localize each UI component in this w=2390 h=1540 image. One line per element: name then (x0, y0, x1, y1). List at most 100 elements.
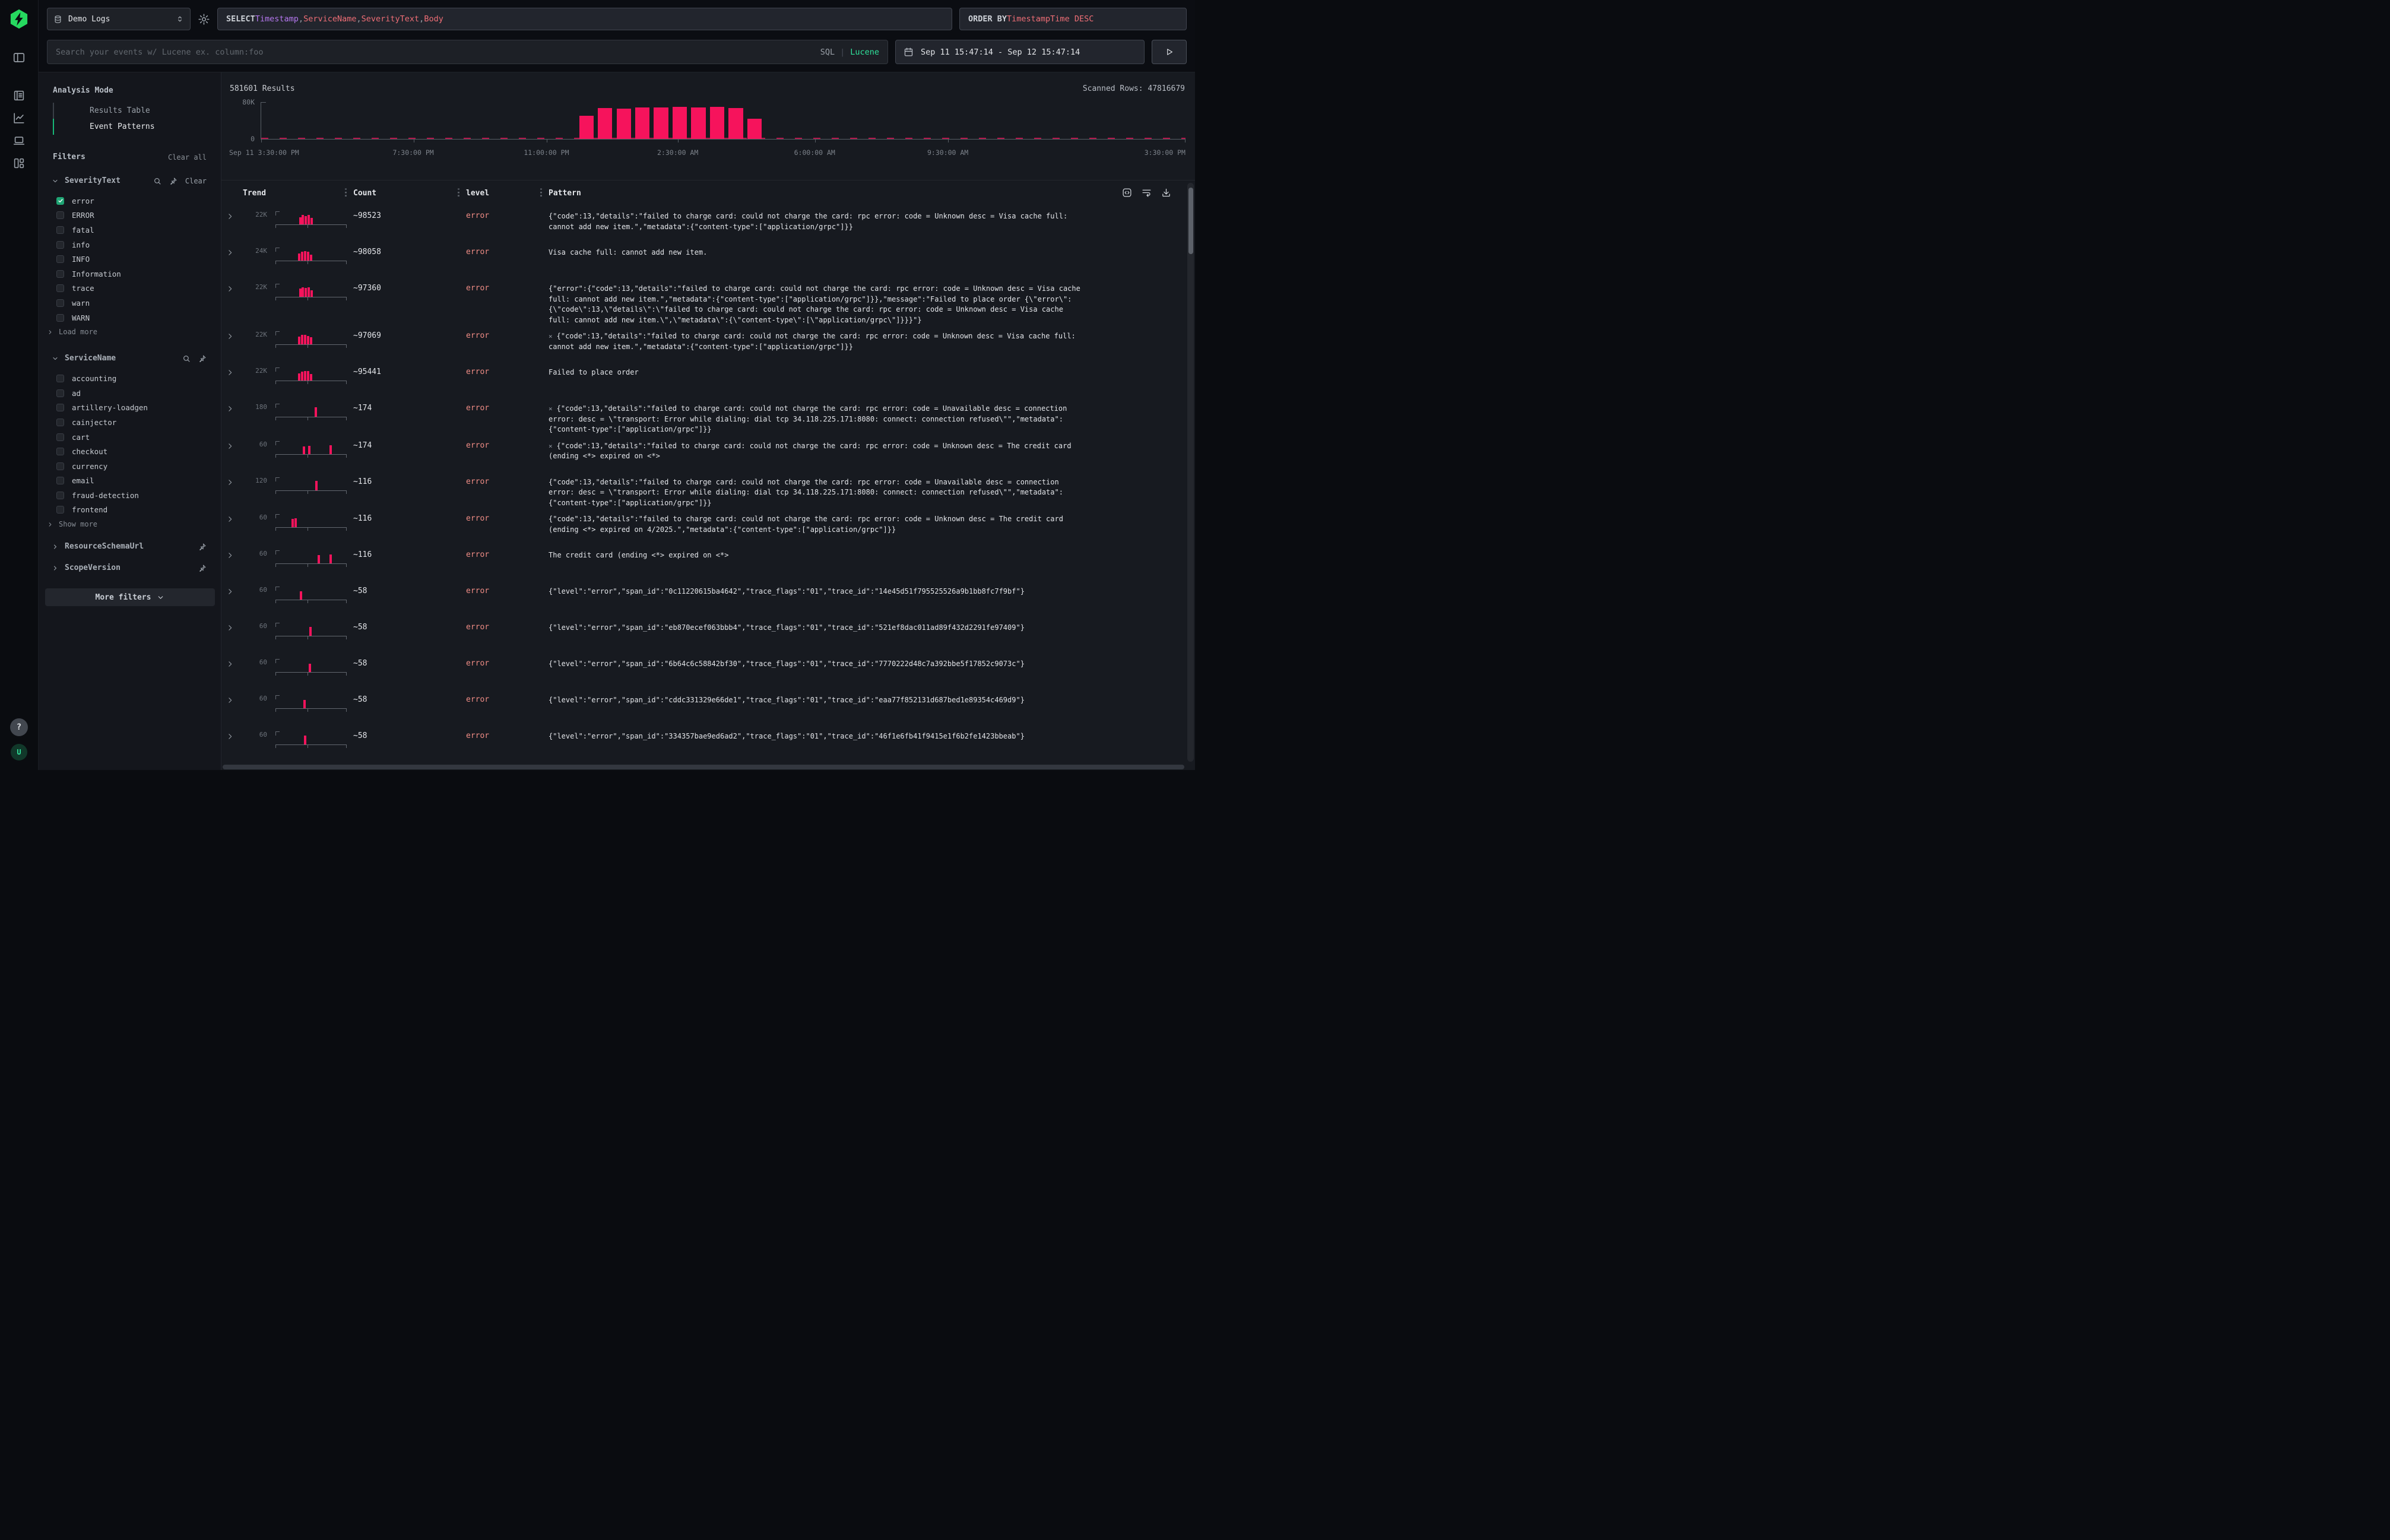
mode-toggle-lucene[interactable]: Lucene (850, 47, 879, 57)
checkbox-unchecked[interactable] (56, 418, 64, 426)
code-brackets-icon[interactable] (1122, 188, 1132, 198)
pattern-row-10[interactable]: 60 ~116 error The credit card (ending <*> e… (221, 544, 1187, 581)
show-more-button[interactable]: Show more (47, 517, 221, 531)
pattern-row-1[interactable]: 22K ~98523 error {"code":13,"details":"fail… (221, 205, 1187, 242)
row-expander-icon[interactable] (226, 213, 234, 220)
histogram-bar[interactable] (654, 107, 668, 139)
checkbox-unchecked[interactable] (56, 389, 64, 397)
row-expander-icon[interactable] (226, 733, 234, 740)
filter-group-header-ScopeVersion[interactable]: ScopeVersion (53, 562, 221, 574)
checkbox-unchecked[interactable] (56, 462, 64, 470)
search-icon[interactable] (153, 177, 161, 185)
checkbox-unchecked[interactable] (56, 270, 64, 278)
hyperdx-logo[interactable] (8, 8, 30, 30)
histogram-bar[interactable] (747, 119, 762, 139)
pattern-row-14[interactable]: 60 ~58 error {"level":"error","span_id":"cd… (221, 689, 1187, 725)
filter-option-trace[interactable]: trace (56, 281, 221, 296)
row-expander-icon[interactable] (226, 624, 234, 632)
filter-option-cart[interactable]: cart (56, 430, 221, 445)
rail-item-dashboards[interactable] (12, 157, 26, 170)
filter-option-fraud-detection[interactable]: fraud-detection (56, 488, 221, 503)
filter-option-ad[interactable]: ad (56, 386, 221, 401)
results-histogram[interactable]: 80K 0 Sep 11 3:30:00 PM 7:30:00 PM 11:00:0… (221, 98, 1195, 180)
filter-option-email[interactable]: email (56, 474, 221, 489)
histogram-bar[interactable] (635, 107, 650, 139)
gear-icon[interactable] (198, 13, 210, 26)
pattern-row-13[interactable]: 60 ~58 error {"level":"error","span_id":"6b… (221, 653, 1187, 689)
pin-icon[interactable] (198, 354, 207, 363)
row-expander-icon[interactable] (226, 515, 234, 523)
filter-option-error[interactable]: error (56, 194, 221, 208)
pin-icon[interactable] (169, 177, 177, 185)
run-query-button[interactable] (1152, 40, 1187, 64)
row-expander-icon[interactable] (226, 332, 234, 340)
mode-toggle-sql[interactable]: SQL (820, 47, 835, 57)
time-range-picker[interactable]: Sep 11 15:47:14 - Sep 12 15:47:14 (895, 40, 1145, 64)
filter-group-header-ServiceName[interactable]: ServiceName (53, 352, 221, 365)
filter-option-info[interactable]: info (56, 237, 221, 252)
horizontal-scrollbar[interactable] (223, 765, 1184, 769)
pattern-row-6[interactable]: 180 ~174 error × {"code":13,"details":"faile… (221, 398, 1187, 435)
checkbox-unchecked[interactable] (56, 448, 64, 456)
pattern-row-11[interactable]: 60 ~58 error {"level":"error","span_id":"0c… (221, 581, 1187, 617)
row-expander-icon[interactable] (226, 588, 234, 595)
filter-group-header-SeverityText[interactable]: SeverityText Clear (53, 175, 221, 187)
pattern-row-5[interactable]: 22K ~95441 error Failed to place order (221, 362, 1187, 398)
download-icon[interactable] (1161, 188, 1171, 198)
column-header-trend[interactable]: Trend (243, 188, 267, 198)
pattern-row-15[interactable]: 60 ~58 error {"level":"error","span_id":"33… (221, 725, 1187, 762)
filter-option-checkout[interactable]: checkout (56, 444, 221, 459)
checkbox-unchecked[interactable] (56, 284, 64, 293)
column-header-count[interactable]: Count (345, 188, 466, 198)
checkbox-unchecked[interactable] (56, 255, 64, 264)
checkbox-unchecked[interactable] (56, 404, 64, 412)
filter-option-fatal[interactable]: fatal (56, 223, 221, 237)
filter-option-cainjector[interactable]: cainjector (56, 415, 221, 430)
row-expander-icon[interactable] (226, 442, 234, 450)
pin-icon[interactable] (198, 543, 207, 551)
checkbox-unchecked[interactable] (56, 299, 64, 307)
filter-option-INFO[interactable]: INFO (56, 252, 221, 267)
row-expander-icon[interactable] (226, 285, 234, 293)
analysis-mode-event-patterns[interactable]: Event Patterns (53, 119, 221, 135)
wrap-text-icon[interactable] (1142, 188, 1152, 198)
select-query-input[interactable]: SELECT Timestamp, ServiceName, SeverityT… (217, 8, 952, 30)
filter-option-ERROR[interactable]: ERROR (56, 208, 221, 223)
pattern-row-8[interactable]: 120 ~116 error {"code":13,"details":"failed… (221, 471, 1187, 509)
checkbox-unchecked[interactable] (56, 506, 64, 514)
row-expander-icon[interactable] (226, 660, 234, 668)
checkbox-unchecked[interactable] (56, 375, 64, 383)
histogram-bar[interactable] (616, 108, 631, 139)
filter-option-warn[interactable]: warn (56, 296, 221, 310)
filter-option-Information[interactable]: Information (56, 267, 221, 281)
pin-icon[interactable] (198, 564, 207, 572)
load-more-button[interactable]: Load more (47, 325, 221, 339)
filter-group-clear-button[interactable]: Clear (185, 176, 207, 185)
column-header-level[interactable]: level (458, 188, 549, 198)
histogram-bar[interactable] (598, 108, 613, 139)
pattern-row-3[interactable]: 22K ~97360 error {"error":{"code":13,"detai… (221, 278, 1187, 325)
checkbox-checked[interactable] (56, 197, 64, 205)
checkbox-unchecked[interactable] (56, 211, 64, 220)
column-resize-handle[interactable] (458, 188, 459, 198)
pattern-row-2[interactable]: 24K ~98058 error Visa cache full: cannot ad… (221, 242, 1187, 278)
filter-option-currency[interactable]: currency (56, 459, 221, 474)
rail-item-panel-left[interactable] (12, 51, 26, 64)
row-expander-icon[interactable] (226, 405, 234, 413)
vertical-scrollbar-thumb[interactable] (1188, 188, 1193, 254)
histogram-bar[interactable] (728, 108, 743, 139)
pattern-row-9[interactable]: 60 ~116 error {"code":13,"details":"failed … (221, 508, 1187, 544)
pattern-row-12[interactable]: 60 ~58 error {"level":"error","span_id":"eb… (221, 617, 1187, 653)
search-icon[interactable] (182, 354, 191, 363)
checkbox-unchecked[interactable] (56, 313, 64, 322)
analysis-mode-results-table[interactable]: Results Table (53, 103, 221, 119)
rail-item-logs[interactable] (12, 89, 26, 102)
filter-option-accounting[interactable]: accounting (56, 371, 221, 386)
row-expander-icon[interactable] (226, 696, 234, 704)
column-resize-handle[interactable] (345, 188, 347, 198)
help-button[interactable]: ? (10, 718, 28, 736)
pattern-row-4[interactable]: 22K ~97069 error × {"code":13,"details":"fai… (221, 325, 1187, 362)
source-selector[interactable]: Demo Logs (47, 8, 191, 30)
histogram-bar[interactable] (691, 107, 706, 139)
more-filters-button[interactable]: More filters (45, 588, 215, 607)
